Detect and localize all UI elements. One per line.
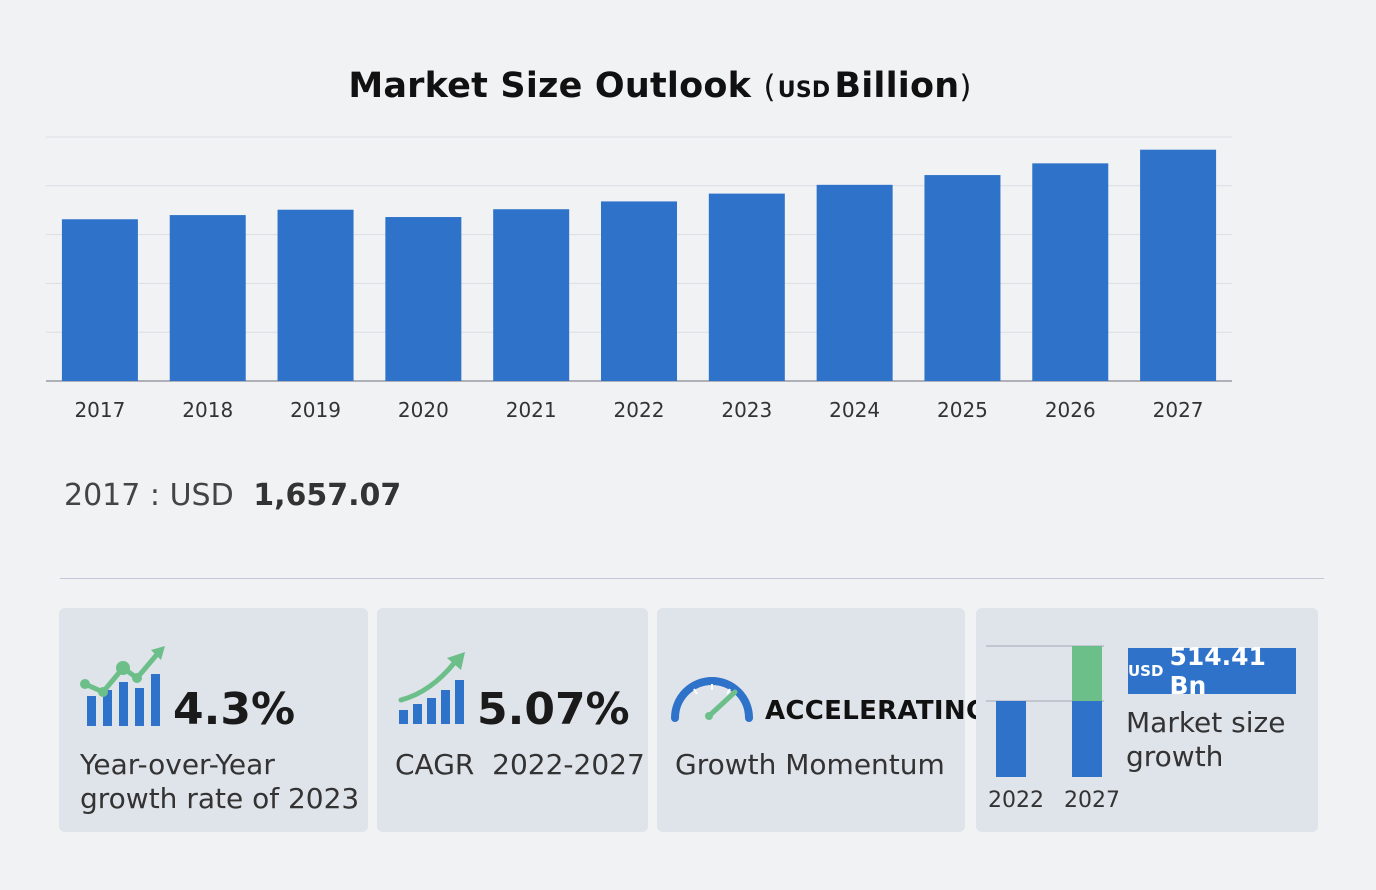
- bar-2025[interactable]: [924, 175, 1001, 381]
- speedometer-icon: [671, 677, 753, 722]
- growth-label-line1: Market size: [1126, 706, 1286, 739]
- selected-year-value: 2017 : USD 1,657.07: [64, 478, 401, 513]
- momentum-label: Growth Momentum: [675, 748, 945, 781]
- bar-2027[interactable]: [1140, 149, 1217, 381]
- selected-year: 2017: [64, 478, 141, 513]
- x-tick-label-2020: 2020: [398, 398, 449, 422]
- yoy-value: 4.3%: [173, 684, 296, 735]
- growth-bar-2027-increment: [1072, 646, 1102, 701]
- section-divider: [60, 578, 1324, 579]
- bar-2017[interactable]: [61, 219, 138, 381]
- selected-separator: :: [149, 478, 161, 513]
- x-tick-label-2025: 2025: [937, 398, 988, 422]
- chart-title-close-paren: ): [959, 69, 972, 105]
- yoy-label-line2: growth rate of 2023: [80, 782, 360, 815]
- bar-2026[interactable]: [1032, 163, 1109, 381]
- x-tick-label-2022: 2022: [614, 398, 665, 422]
- growth-mini-chart: [986, 645, 1104, 777]
- growth-badge-unit: USD: [1128, 662, 1164, 680]
- bar-2024[interactable]: [816, 184, 893, 381]
- cagr-card: 5.07% CAGR 2022-2027: [377, 608, 648, 832]
- bar-2019[interactable]: [277, 209, 354, 381]
- yoy-label-line1: Year-over-Year: [80, 748, 275, 781]
- growth-year-end: 2027: [1064, 788, 1120, 813]
- x-tick-label-2023: 2023: [721, 398, 772, 422]
- bar-2020[interactable]: [385, 217, 462, 381]
- chart-title: Market Size Outlook (USD Billion): [0, 66, 1320, 106]
- growth-bar-2022: [996, 701, 1026, 777]
- x-tick-label-2019: 2019: [290, 398, 341, 422]
- trend-arrow-icon: [398, 652, 465, 724]
- chart-title-scale: Billion: [834, 66, 960, 106]
- momentum-card: ACCELERATING Growth Momentum: [657, 608, 987, 832]
- cagr-value: 5.07%: [477, 684, 630, 735]
- chart-title-open-paren: (: [763, 69, 776, 105]
- x-tick-label-2024: 2024: [829, 398, 880, 422]
- x-tick-label-2017: 2017: [74, 398, 125, 422]
- momentum-value: ACCELERATING: [765, 696, 988, 726]
- bar-2022[interactable]: [601, 201, 677, 381]
- cagr-label: CAGR 2022-2027: [395, 748, 645, 781]
- growth-year-start: 2022: [988, 788, 1044, 813]
- bar-2021[interactable]: [493, 209, 570, 381]
- market-size-bar-chart: 2017 2018 2019 2020 2021 2022 2023 2024 2025 2026…: [46, 136, 1232, 422]
- yoy-card: 4.3% Year-over-Year growth rate of 2023: [59, 608, 368, 832]
- growth-badge-value: 514.41 Bn: [1169, 642, 1266, 700]
- chart-title-unit: USD: [777, 78, 831, 103]
- growth-chart-icon: [80, 646, 165, 726]
- growth-badge: USD 514.41 Bn: [1128, 642, 1296, 700]
- x-tick-label-2021: 2021: [506, 398, 557, 422]
- bar-2018[interactable]: [169, 215, 246, 381]
- selected-currency: USD: [169, 478, 234, 513]
- growth-card: 2022 2027 USD 514.41 Bn Market size grow…: [976, 608, 1318, 832]
- growth-label-line2: growth: [1126, 740, 1224, 773]
- x-tick-label-2027: 2027: [1153, 398, 1204, 422]
- x-tick-label-2026: 2026: [1045, 398, 1096, 422]
- growth-bar-2027-base: [1072, 701, 1102, 777]
- selected-amount: 1,657.07: [253, 478, 402, 513]
- x-tick-label-2018: 2018: [182, 398, 233, 422]
- chart-title-main: Market Size Outlook: [348, 66, 752, 106]
- bar-2023[interactable]: [708, 193, 785, 381]
